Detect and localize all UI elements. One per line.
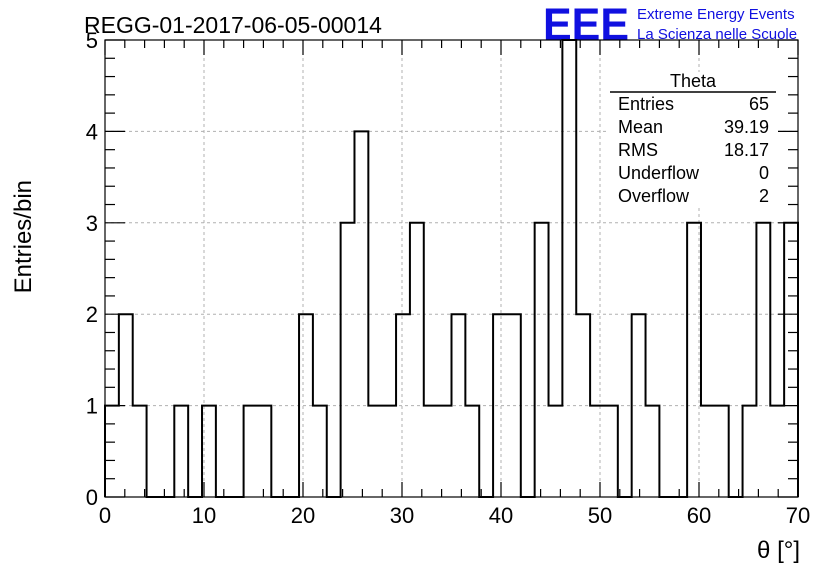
chart-title: REGG-01-2017-06-05-00014 (84, 12, 382, 38)
x-tick-label: 60 (687, 503, 711, 528)
histogram-bin (354, 131, 368, 497)
x-tick-label: 40 (489, 503, 513, 528)
histogram-bin (299, 314, 313, 497)
histogram-bin (438, 406, 452, 497)
histogram-bin (410, 223, 424, 497)
histogram-bin (396, 314, 410, 497)
stats-label: Overflow (618, 186, 690, 206)
histogram-bin (174, 406, 188, 497)
histogram-bin (535, 223, 549, 497)
y-tick-labels: 0 1 2 3 4 5 (86, 28, 98, 510)
x-axis-label: θ [°] (757, 537, 800, 564)
histogram-bin (715, 406, 729, 497)
axis-ticks (104, 39, 799, 498)
histogram-bin (687, 223, 701, 497)
y-tick-label: 1 (86, 394, 98, 419)
histogram-bin (507, 314, 521, 497)
histogram-bin (424, 406, 438, 497)
histogram-bin (549, 406, 563, 497)
histogram-bin (257, 406, 271, 497)
histogram-bin (770, 406, 784, 497)
x-tick-label: 30 (390, 503, 414, 528)
histogram-bin (784, 223, 798, 497)
histogram-bin (756, 223, 770, 497)
logo: EEE Extreme Energy Events La Scienza nel… (543, 0, 797, 50)
histogram-outline (104, 39, 799, 498)
x-tick-label: 10 (192, 503, 216, 528)
histogram-bin (313, 406, 327, 497)
logo-line2: La Scienza nelle Scuole (637, 26, 797, 43)
stats-label: Entries (618, 94, 674, 114)
stats-title: Theta (670, 71, 717, 91)
stats-box-background (608, 72, 778, 208)
y-tick-label: 5 (86, 28, 98, 53)
stats-box: Theta Entries 65 Mean 39.19 RMS 18.17 Underflo… (608, 71, 778, 208)
histogram-bin (382, 406, 396, 497)
stats-label: RMS (618, 140, 658, 160)
stats-value: 2 (759, 186, 769, 206)
histogram-bin (465, 406, 479, 497)
histogram-bin (452, 314, 466, 497)
histogram-bin (646, 406, 660, 497)
stats-value: 0 (759, 163, 769, 183)
histogram-bin (368, 406, 382, 497)
histogram-bin (133, 406, 147, 497)
y-tick-label: 0 (86, 485, 98, 510)
stats-value: 39.19 (724, 117, 769, 137)
x-tick-label: 20 (291, 503, 315, 528)
y-tick-label: 4 (86, 119, 98, 144)
histogram-bin (576, 314, 590, 497)
stats-label: Underflow (618, 163, 700, 183)
histogram-bin (105, 406, 119, 497)
y-tick-label: 3 (86, 211, 98, 236)
histogram-bin (632, 314, 646, 497)
y-tick-label: 2 (86, 302, 98, 327)
logo-line1: Extreme Energy Events (637, 6, 795, 23)
x-tick-label: 70 (786, 503, 810, 528)
histogram-bin (562, 40, 576, 497)
histogram-bin (743, 406, 757, 497)
histogram-bin (493, 314, 507, 497)
x-tick-label: 0 (99, 503, 111, 528)
stats-label: Mean (618, 117, 663, 137)
stats-rows: Entries 65 Mean 39.19 RMS 18.17 Underflow 0 Over… (618, 94, 769, 206)
x-tick-label: 50 (588, 503, 612, 528)
plot-frame (104, 39, 799, 498)
histogram-bin (244, 406, 258, 497)
histogram-bin (604, 406, 618, 497)
histogram-bin (590, 406, 604, 497)
stats-value: 65 (749, 94, 769, 114)
histogram-bin (341, 223, 355, 497)
histogram-bin (701, 406, 715, 497)
x-tick-labels: 0 10 20 30 40 50 60 70 (99, 503, 810, 528)
y-axis-label: Entries/bin (10, 180, 37, 293)
logo-mark: EEE (543, 0, 629, 50)
stats-value: 18.17 (724, 140, 769, 160)
